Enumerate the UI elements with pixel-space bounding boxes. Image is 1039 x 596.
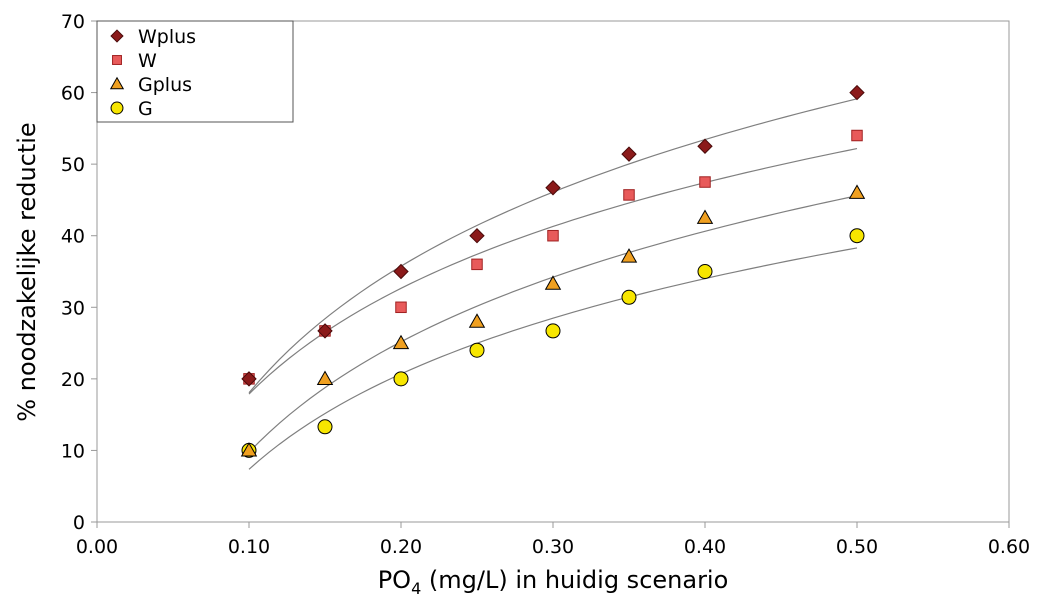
x-axis-label: PO4 (mg/L) in huidig scenario [378, 566, 729, 596]
point-w [851, 129, 863, 142]
y-tick-label: 0 [73, 512, 85, 534]
y-tick-label: 60 [61, 83, 85, 105]
point-g [469, 342, 485, 358]
point-gplus [316, 370, 334, 385]
point-wplus [849, 84, 865, 101]
x-tick-label: 0.10 [228, 536, 270, 558]
point-g [849, 228, 865, 244]
legend-marker-g [110, 101, 124, 115]
point-gplus [240, 442, 258, 457]
point-wplus [545, 180, 561, 196]
point-wplus [621, 146, 637, 162]
point-g [545, 323, 561, 339]
point-gplus [620, 248, 638, 263]
y-axis-ticks: 0 10 20 30 40 50 60 70 [61, 11, 97, 534]
x-tick-label: 0.40 [684, 536, 726, 558]
y-tick-label: 50 [61, 154, 85, 176]
point-wplus [469, 228, 485, 244]
point-w [547, 229, 559, 242]
point-gplus [848, 184, 866, 199]
point-w [395, 301, 407, 314]
y-axis-label: % noodzakelijke reductie [13, 122, 41, 421]
legend-label-gplus: Gplus [138, 74, 192, 96]
y-tick-label: 40 [61, 226, 85, 248]
y-tick-label: 10 [61, 440, 85, 462]
y-tick-label: 30 [61, 297, 85, 319]
point-wplus [393, 263, 409, 280]
point-gplus [696, 209, 714, 224]
x-axis-label-rest: (mg/L) in huidig scenario [421, 566, 728, 594]
y-tick-label: 20 [61, 369, 85, 391]
x-tick-label: 0.50 [836, 536, 878, 558]
x-tick-label: 0.60 [988, 536, 1030, 558]
point-g [393, 371, 409, 387]
point-g [697, 264, 713, 279]
trendline-w [248, 147, 858, 395]
legend-marker-wplus [110, 29, 124, 43]
x-axis-ticks: 0.00 0.10 0.20 0.30 0.40 0.50 0.60 [76, 522, 1030, 558]
point-wplus [241, 371, 257, 387]
trendline-g [248, 247, 858, 470]
data-points [240, 84, 866, 458]
legend-label-w: W [138, 50, 157, 72]
x-tick-label: 0.20 [380, 536, 422, 558]
point-wplus [697, 138, 713, 154]
point-w [623, 189, 635, 201]
point-wplus [317, 323, 333, 339]
point-gplus [392, 334, 410, 350]
x-tick-label: 0.30 [532, 536, 574, 558]
point-w [471, 258, 483, 271]
x-tick-label: 0.00 [76, 536, 118, 558]
legend-marker-gplus [109, 76, 125, 90]
x-axis-label-subscript: 4 [411, 579, 421, 596]
x-axis-label-main: PO [378, 566, 411, 594]
point-g [621, 289, 637, 305]
legend-box [96, 20, 294, 123]
point-g [317, 419, 333, 435]
point-gplus [468, 313, 486, 328]
legend-marker-w [112, 55, 122, 65]
legend-label-wplus: Wplus [138, 26, 196, 48]
y-tick-label: 70 [61, 11, 85, 33]
legend-label-g: G [138, 98, 153, 120]
point-w [699, 176, 711, 188]
point-gplus [544, 275, 562, 290]
